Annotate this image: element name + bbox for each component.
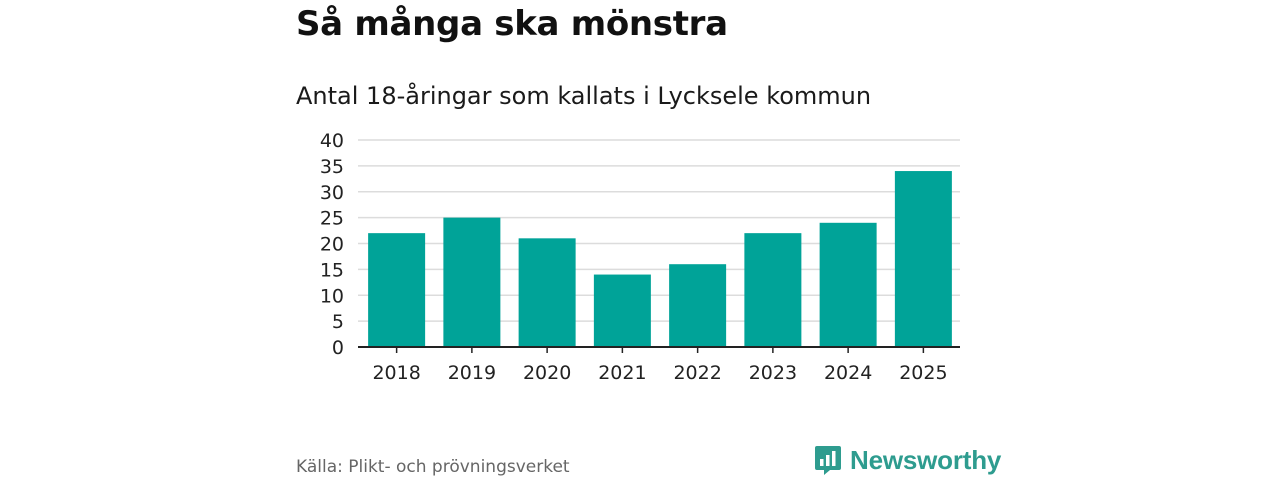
y-tick-label: 0 — [332, 337, 344, 359]
brand-name: Newsworthy — [850, 444, 1002, 475]
brand-logo: Newsworthy — [814, 444, 1001, 476]
bar-2021 — [593, 274, 651, 347]
bar-2022 — [669, 264, 727, 347]
x-tick-label: 2018 — [372, 362, 420, 384]
y-tick-label: 10 — [320, 285, 344, 307]
bar-2025 — [894, 171, 952, 347]
x-tick-label: 2024 — [824, 362, 872, 384]
chart-subtitle: Antal 18-åringar som kallats i Lycksele … — [296, 82, 872, 110]
x-tick-label: 2022 — [673, 362, 721, 384]
y-tick-label: 15 — [320, 259, 344, 281]
x-tick-label: 2021 — [598, 362, 646, 384]
y-tick-label: 5 — [332, 311, 344, 333]
x-tick-label: 2023 — [749, 362, 797, 384]
bar-2018 — [368, 233, 426, 347]
x-tick-label: 2020 — [523, 362, 571, 384]
bar-2020 — [518, 238, 576, 347]
bar-2024 — [819, 222, 877, 347]
y-tick-label: 35 — [320, 156, 344, 178]
bar-2019 — [443, 217, 501, 347]
bar-2023 — [744, 233, 802, 347]
source-note: Källa: Plikt- och prövningsverket — [296, 457, 570, 477]
bar-chart-logo-icon — [815, 446, 841, 475]
y-tick-label: 25 — [320, 208, 344, 230]
x-tick-label: 2019 — [448, 362, 496, 384]
bars — [368, 171, 952, 347]
chart-title: Så många ska mönstra — [296, 4, 728, 44]
y-tick-label: 40 — [320, 130, 344, 152]
x-axis-ticks: 2018 2019 2020 2021 2022 2023 2024 2025 — [372, 347, 948, 384]
y-tick-label: 30 — [320, 182, 344, 204]
y-tick-label: 20 — [320, 234, 344, 256]
x-tick-label: 2025 — [899, 362, 947, 384]
y-axis-ticks: 0 5 10 15 20 25 30 35 40 — [320, 130, 344, 359]
